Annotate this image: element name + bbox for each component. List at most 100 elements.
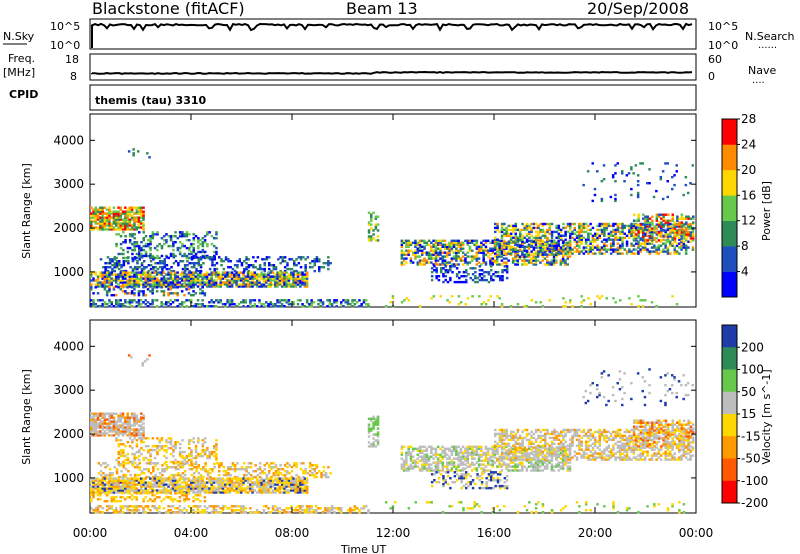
range-gate-cell xyxy=(308,266,312,269)
range-gate-cell xyxy=(260,277,263,280)
range-gate-cell xyxy=(270,468,273,471)
range-gate-cell xyxy=(655,231,659,234)
range-gate-cell xyxy=(135,456,139,460)
range-gate-cell xyxy=(557,234,561,237)
range-gate-cell xyxy=(108,489,111,492)
range-gate-cell xyxy=(138,466,141,469)
range-gate-cell xyxy=(158,475,162,479)
range-gate-cell xyxy=(215,458,218,462)
range-gate-cell xyxy=(135,445,139,448)
range-gate-cell xyxy=(138,266,141,269)
range-gate-cell xyxy=(142,489,145,492)
range-gate-cell xyxy=(496,271,500,274)
range-gate-cell xyxy=(205,283,209,286)
range-gate-cell xyxy=(646,242,649,245)
range-gate-cell xyxy=(140,437,143,440)
range-gate-cell xyxy=(294,283,297,286)
range-gate-cell xyxy=(197,250,200,254)
range-gate-cell xyxy=(196,477,200,480)
range-gate-cell xyxy=(269,279,272,282)
range-gate-cell xyxy=(514,224,517,228)
range-gate-cell xyxy=(286,267,289,271)
range-gate-cell xyxy=(206,242,209,246)
range-gate-cell xyxy=(500,259,504,262)
range-gate-cell xyxy=(103,281,107,284)
range-gate-cell xyxy=(285,285,288,288)
range-gate-cell xyxy=(130,210,134,213)
range-gate-cell xyxy=(304,266,307,269)
range-gate-cell xyxy=(247,264,251,267)
range-gate-cell xyxy=(128,233,132,236)
range-gate-cell xyxy=(103,277,107,280)
range-gate-cell xyxy=(221,485,225,488)
range-gate-cell xyxy=(156,233,159,236)
range-gate-cell xyxy=(315,475,319,479)
range-gate-cell xyxy=(459,241,463,244)
range-gate-cell xyxy=(582,183,585,187)
range-gate-cell xyxy=(283,281,286,284)
range-gate-cell xyxy=(120,266,123,269)
range-gate-cell xyxy=(446,253,449,256)
range-gate-cell xyxy=(255,485,259,488)
range-gate-cell xyxy=(449,276,452,280)
range-gate-cell xyxy=(659,240,663,243)
range-gate-cell xyxy=(374,227,378,230)
range-gate-cell xyxy=(137,301,141,304)
range-gate-cell xyxy=(188,269,191,273)
range-gate-cell xyxy=(215,271,218,274)
range-gate-cell xyxy=(666,248,670,251)
range-gate-cell xyxy=(612,228,615,232)
range-gate-cell xyxy=(217,283,220,286)
range-gate-cell xyxy=(185,285,188,288)
range-gate-cell xyxy=(206,454,209,458)
range-gate-cell xyxy=(203,273,207,276)
range-gate-cell xyxy=(133,279,136,282)
range-gate-cell xyxy=(101,299,104,302)
range-gate-cell xyxy=(197,237,200,240)
range-gate-cell xyxy=(555,224,558,228)
range-gate-cell xyxy=(475,255,479,258)
range-gate-cell xyxy=(653,238,656,241)
range-gate-cell xyxy=(183,244,186,248)
colorbar-tick-label: 4 xyxy=(741,265,749,279)
range-gate-cell xyxy=(122,448,125,452)
range-gate-cell xyxy=(491,263,494,266)
range-gate-cell xyxy=(525,255,529,258)
range-gate-cell xyxy=(566,257,569,260)
range-gate-cell xyxy=(124,491,127,494)
range-gate-cell xyxy=(614,172,617,175)
range-gate-cell xyxy=(119,452,123,456)
range-gate-cell xyxy=(99,206,102,209)
range-gate-cell xyxy=(233,485,236,488)
range-gate-cell xyxy=(197,437,200,440)
range-gate-cell xyxy=(253,481,257,484)
range-gate-cell xyxy=(598,246,601,249)
range-gate-cell xyxy=(589,248,592,251)
range-gate-cell xyxy=(195,262,198,265)
range-gate-cell xyxy=(99,483,102,486)
range-gate-cell xyxy=(99,220,102,223)
range-gate-cell xyxy=(126,275,129,278)
range-gate-cell xyxy=(648,238,651,241)
range-gate-cell xyxy=(140,273,143,276)
range-gate-cell xyxy=(443,263,447,266)
range-gate-cell xyxy=(194,283,197,286)
range-gate-cell xyxy=(632,224,636,228)
range-gate-cell xyxy=(632,226,636,230)
range-gate-cell xyxy=(128,279,132,282)
range-gate-cell xyxy=(468,249,472,252)
range-gate-cell xyxy=(272,267,276,271)
range-gate-cell xyxy=(603,234,606,237)
range-gate-cell xyxy=(96,479,100,482)
range-gate-cell xyxy=(115,218,118,221)
range-gate-cell xyxy=(99,212,102,215)
range-gate-cell xyxy=(94,422,97,425)
range-gate-cell xyxy=(108,472,112,475)
range-gate-cell xyxy=(280,285,284,288)
range-gate-cell xyxy=(673,235,677,238)
range-gate-cell xyxy=(569,228,572,232)
range-gate-cell xyxy=(555,261,558,264)
range-gate-cell xyxy=(174,473,178,477)
range-gate-cell xyxy=(133,432,136,435)
